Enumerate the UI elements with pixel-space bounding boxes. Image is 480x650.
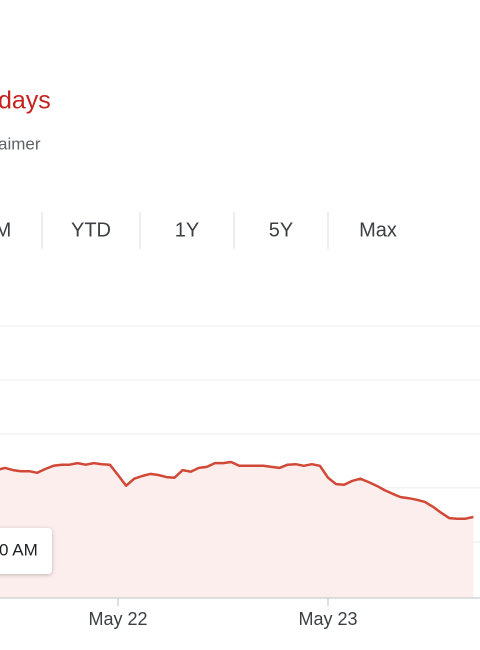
tab[interactable]: M — [0, 219, 11, 241]
x-tick-label: May 22 — [88, 609, 147, 629]
tooltip: 0 AM — [0, 528, 52, 574]
tooltip-box — [0, 528, 52, 574]
price-line — [0, 460, 474, 520]
tooltip-text: 0 AM — [0, 540, 38, 559]
title: days — [0, 87, 51, 115]
x-tick-label: May 23 — [298, 609, 357, 629]
disclaimer[interactable]: aimer — [0, 134, 41, 153]
tab[interactable]: YTD — [71, 219, 111, 241]
tab[interactable]: 1Y — [175, 219, 199, 241]
tab[interactable]: 5Y — [269, 219, 293, 241]
tab-bar: M YTD 1Y 5Y Max — [0, 212, 397, 249]
area — [0, 462, 474, 598]
chart: May 22 May 23 — [0, 325, 480, 629]
tab[interactable]: Max — [359, 219, 397, 241]
